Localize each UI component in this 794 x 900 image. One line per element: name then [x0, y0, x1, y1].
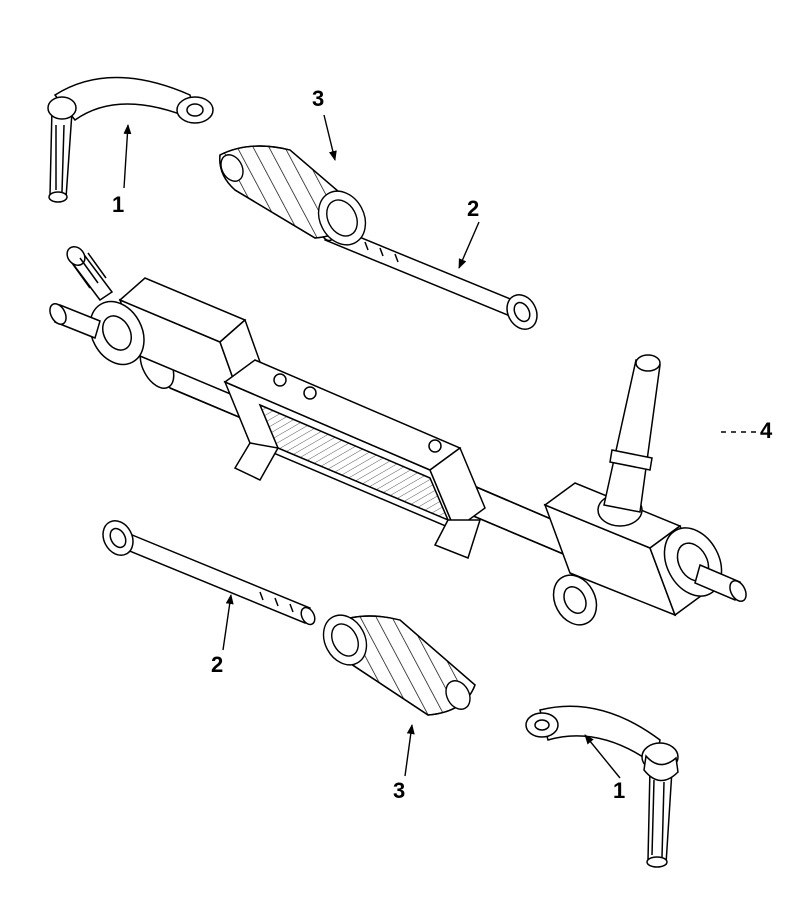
callout-label-1-lower: 1	[613, 778, 625, 804]
boot-lower	[315, 608, 475, 715]
tie-rod-end-lower	[526, 706, 678, 867]
diagram-canvas: 1 3 2 4 2 3 1	[0, 0, 794, 900]
tie-rod-end-upper	[48, 78, 213, 203]
inner-tie-rod-lower	[97, 516, 317, 627]
steering-rack-body	[47, 243, 750, 632]
boot-upper	[217, 146, 375, 253]
callout-label-4: 4	[760, 418, 772, 444]
callout-label-3-upper: 3	[312, 86, 324, 112]
steering-rack-svg	[0, 0, 794, 900]
callout-label-2-lower: 2	[211, 652, 223, 678]
callout-label-2-upper: 2	[467, 196, 479, 222]
callout-label-3-lower: 3	[393, 778, 405, 804]
callout-label-1-upper: 1	[112, 192, 124, 218]
